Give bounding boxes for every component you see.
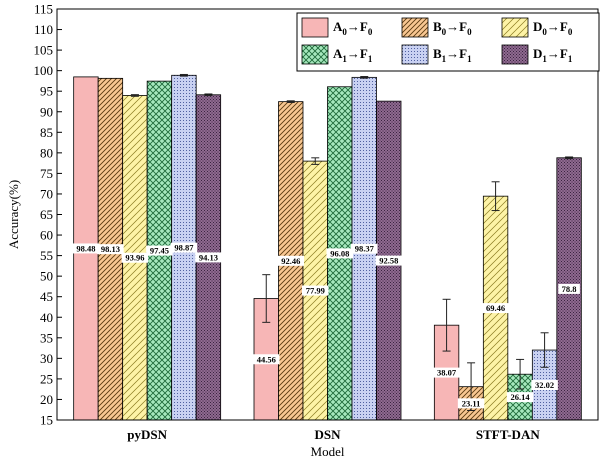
data-label-bg: [72, 243, 100, 254]
y-tick-label: 85: [40, 125, 53, 140]
y-tick-label: 90: [40, 104, 53, 119]
data-label-bg: [433, 367, 460, 378]
legend-swatch: [501, 44, 529, 65]
data-label-bg: [506, 392, 534, 403]
legend-swatch: [301, 44, 329, 65]
y-tick-label: 75: [40, 166, 53, 181]
x-axis-title: Model: [311, 444, 345, 459]
data-label: 38.07: [437, 368, 457, 378]
y-tick-label: 110: [34, 22, 53, 37]
data-label: 98.87: [174, 243, 194, 253]
y-tick-label: 65: [40, 207, 53, 222]
y-tick-label: 100: [34, 63, 54, 78]
y-tick-label: 55: [40, 248, 53, 263]
data-label: 44.56: [257, 354, 276, 364]
data-label-bg: [97, 244, 124, 255]
y-tick-label: 60: [40, 228, 53, 243]
y-axis-title: Accuracy(%): [6, 180, 21, 249]
data-label: 96.08: [330, 248, 349, 258]
data-label: 23.11: [462, 398, 481, 408]
data-label: 98.13: [101, 244, 120, 254]
data-label: 92.46: [281, 256, 300, 266]
data-label-bg: [351, 243, 378, 254]
data-label-bg: [121, 252, 149, 263]
data-label: 98.48: [76, 243, 95, 253]
axes-layer: 15 20 25 30 35 40 45 50 55 60 65 70 75 80 85 90 95 100 105…: [34, 2, 599, 442]
x-tick-label: pyDSN: [127, 427, 167, 442]
y-tick-label: 80: [40, 145, 53, 160]
legend-label: A0→F0: [333, 19, 373, 37]
data-labels-layer: 98.48 98.13 93.96 97.45 98.87 94.13 44.56 92.46…: [72, 242, 580, 409]
data-label: 69.46: [486, 303, 505, 313]
y-tick-label: 30: [40, 351, 53, 366]
legend-box: [296, 12, 600, 72]
legend-swatch: [301, 17, 329, 38]
y-tick-label: 70: [40, 186, 53, 201]
legend-label: D1→F1: [533, 46, 573, 64]
x-tick-label: STFT-DAN: [476, 427, 540, 442]
y-tick-label: 115: [34, 2, 53, 17]
data-label: 78.8: [562, 284, 577, 294]
data-label: 92.58: [379, 256, 398, 266]
y-tick-label: 50: [40, 269, 53, 284]
data-label-bg: [482, 303, 509, 314]
legend-swatch: [501, 17, 529, 38]
data-label-bg: [558, 283, 580, 294]
y-tick-label: 15: [40, 413, 53, 428]
y-tick-label: 45: [40, 289, 53, 304]
data-label: 26.14: [511, 392, 531, 402]
y-tick-label: 35: [40, 330, 53, 345]
data-label-bg: [170, 242, 198, 253]
data-label-bg: [302, 285, 329, 296]
data-label: 93.96: [125, 253, 144, 263]
data-label-bg: [195, 252, 222, 263]
data-label: 77.99: [306, 286, 325, 296]
x-tick-label: DSN: [314, 427, 341, 442]
legend-swatch: [401, 17, 429, 38]
data-label: 97.45: [150, 246, 169, 256]
data-label-bg: [326, 248, 353, 259]
y-tick-label: 20: [40, 392, 53, 407]
legend-label: B0→F0: [433, 19, 472, 37]
y-tick-label: 105: [34, 43, 54, 58]
data-label-bg: [457, 398, 485, 409]
y-tick-label: 40: [40, 310, 53, 325]
data-label-bg: [146, 245, 173, 256]
data-label-bg: [253, 354, 280, 365]
data-label-bg: [277, 255, 304, 266]
legend-swatch: [401, 44, 429, 65]
data-label: 32.02: [535, 380, 554, 390]
data-label-bg: [531, 380, 558, 391]
y-tick-label: 25: [40, 371, 53, 386]
legend-label: A1→F1: [333, 46, 373, 64]
data-label: 98.37: [355, 244, 375, 254]
legend-label: B1→F1: [433, 46, 472, 64]
data-label: 94.13: [199, 252, 218, 262]
y-tick-label: 95: [40, 84, 53, 99]
data-label-bg: [375, 255, 402, 266]
legend-label: D0→F0: [533, 19, 573, 37]
legend: A0→F0 B0→F0 D0→F0 A1→F1 B1→F1 D1→F1: [296, 12, 600, 72]
